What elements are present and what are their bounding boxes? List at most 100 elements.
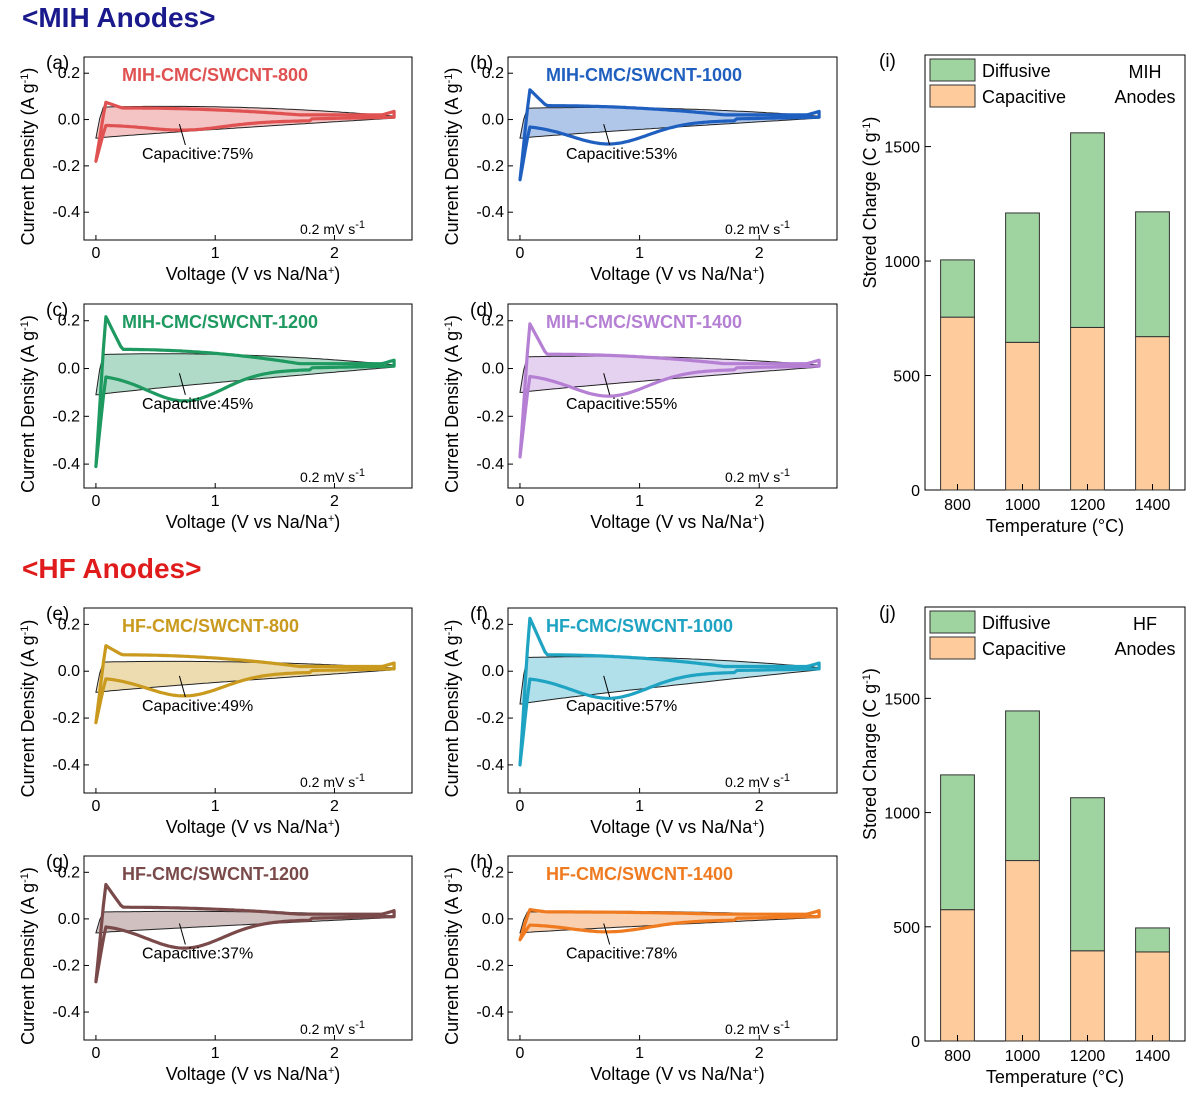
- bar-diffusive-1000: [1005, 212, 1040, 343]
- annotation-leader: [603, 124, 611, 146]
- cv-panel-b: 0.2 0.0 -0.2 -0.4 0 1 2 (b) MIH-CMC/SWCNT-1000 Ca…: [442, 53, 838, 284]
- y-tick-label: 500: [893, 920, 920, 937]
- cv-panel-c: 0.2 0.0 -0.2 -0.4 0 1 2 (c) MIH-CMC/SWCNT-1200 Ca…: [18, 300, 413, 532]
- bar-capacitive-1200: [1070, 950, 1105, 1042]
- y-tick-label: 0.2: [482, 313, 504, 330]
- x-axis-label: Voltage (V vs Na/Na+): [590, 264, 765, 284]
- bar-diffusive-1400: [1135, 211, 1170, 338]
- x-axis-label: Voltage (V vs Na/Na+): [590, 512, 765, 532]
- x-tick-label: 0: [91, 1045, 100, 1062]
- anodes-annotation-line1: MIH: [1129, 62, 1162, 82]
- mih-section-title: <MIH Anodes>: [22, 2, 216, 33]
- y-tick-label: -0.2: [52, 408, 80, 425]
- legend-label-capacitive: Capacitive: [982, 639, 1066, 659]
- x-tick-label: 2: [330, 1045, 339, 1062]
- capacitive-label: Capacitive:57%: [566, 698, 677, 715]
- plot-frame: [924, 606, 1186, 1042]
- plot-frame: [83, 855, 413, 1041]
- chart-title: HF-CMC/SWCNT-1200: [122, 864, 309, 884]
- panel-label: (d): [470, 300, 493, 321]
- x-tick-label: 1400: [1135, 497, 1171, 514]
- y-tick-label: -0.2: [476, 158, 504, 175]
- annotation-leader: [178, 373, 186, 395]
- y-tick-label: -0.4: [52, 757, 80, 774]
- capacitive-label: Capacitive:37%: [142, 945, 253, 962]
- capacitive-label: Capacitive:45%: [142, 396, 253, 413]
- x-tick-label: 1400: [1135, 1048, 1171, 1065]
- bar-diffusive-800: [940, 259, 975, 318]
- panel-label: (e): [46, 604, 69, 625]
- y-tick-label: -0.2: [476, 957, 504, 974]
- y-axis-label: Current Density (A g-1): [442, 315, 462, 493]
- cv-panel-g: 0.2 0.0 -0.2 -0.4 0 1 2 (g) HF-CMC/SWCNT-1200 Cap…: [18, 852, 413, 1084]
- x-axis-label: Voltage (V vs Na/Na+): [166, 264, 341, 284]
- bar-diffusive-1400: [1135, 927, 1170, 953]
- scan-rate-label: 0.2 mV s-1: [725, 219, 790, 237]
- bar-capacitive-1400: [1135, 336, 1170, 491]
- plot-frame: [507, 303, 838, 489]
- plot-frame: [924, 54, 1186, 491]
- chart-title: HF-CMC/SWCNT-1000: [546, 616, 733, 636]
- anodes-annotation-line1: HF: [1133, 614, 1157, 634]
- x-tick-label: 2: [755, 798, 764, 815]
- x-tick-label: 1000: [1005, 497, 1041, 514]
- annotation-leader: [603, 923, 611, 945]
- panel-label: (i): [879, 51, 896, 72]
- x-axis-label: Voltage (V vs Na/Na+): [166, 1064, 341, 1084]
- cv-panel-d: 0.2 0.0 -0.2 -0.4 0 1 2 (d) MIH-CMC/SWCNT-1400 Ca…: [442, 300, 838, 532]
- legend-swatch-diffusive: [929, 58, 976, 82]
- y-tick-label: 500: [893, 369, 920, 386]
- bar-capacitive-1000: [1005, 341, 1040, 491]
- legend-label-diffusive: Diffusive: [982, 613, 1051, 633]
- cv-curve: [94, 644, 396, 725]
- x-tick-label: 2: [755, 493, 764, 510]
- y-tick-label: 0: [911, 483, 920, 500]
- x-tick-label: 2: [330, 798, 339, 815]
- y-axis-label: Current Density (A g-1): [18, 315, 38, 493]
- x-tick-label: 1: [211, 798, 220, 815]
- y-tick-label: 0.2: [482, 616, 504, 633]
- cv-panel-h: 0.2 0.0 -0.2 -0.4 0 1 2 (h) HF-CMC/SWCNT-1400 Cap…: [442, 852, 838, 1084]
- cv-panel-e: 0.2 0.0 -0.2 -0.4 0 1 2 (e) HF-CMC/SWCNT-800 Capa…: [18, 604, 413, 837]
- scan-rate-label: 0.2 mV s-1: [300, 467, 365, 485]
- x-tick-label: 2: [755, 245, 764, 262]
- x-axis-label: Voltage (V vs Na/Na+): [590, 1064, 765, 1084]
- scan-rate-label: 0.2 mV s-1: [725, 467, 790, 485]
- capacitive-label: Capacitive:75%: [142, 146, 253, 163]
- cv-curve: [518, 322, 821, 459]
- scan-rate-label: 0.2 mV s-1: [725, 1019, 790, 1037]
- x-tick-label: 800: [944, 497, 971, 514]
- x-tick-label: 0: [516, 1045, 525, 1062]
- plot-frame: [83, 607, 413, 794]
- annotation-leader: [178, 923, 186, 945]
- panel-label: (g): [46, 852, 69, 873]
- y-tick-label: 0.2: [58, 65, 80, 82]
- x-tick-label: 0: [91, 798, 100, 815]
- capacitive-label: Capacitive:49%: [142, 698, 253, 715]
- x-tick-label: 1: [211, 1045, 220, 1062]
- bar-diffusive-1000: [1005, 710, 1040, 862]
- x-tick-label: 1000: [1005, 1048, 1041, 1065]
- annotation-leader: [603, 675, 611, 698]
- panel-label: (h): [470, 852, 493, 873]
- y-tick-label: -0.2: [52, 957, 80, 974]
- cv-curve: [94, 315, 396, 469]
- y-tick-label: 0: [911, 1034, 920, 1051]
- y-axis-label: Current Density (A g-1): [442, 620, 462, 798]
- panel-label: (f): [470, 604, 488, 625]
- y-tick-label: 0.0: [58, 911, 80, 928]
- y-tick-label: 0.0: [482, 112, 504, 129]
- y-axis-label: Current Density (A g-1): [442, 68, 462, 246]
- y-tick-label: -0.4: [476, 456, 504, 473]
- bar-panel-j: 0 500 1000 1500 800 1000 1200 1400 Diffusive Capa…: [860, 603, 1186, 1087]
- y-tick-label: 0.2: [58, 616, 80, 633]
- x-tick-label: 2: [755, 1045, 764, 1062]
- y-axis-label: Stored Charge (C g-1): [860, 668, 880, 840]
- legend-swatch-diffusive: [929, 610, 976, 634]
- panel-label: (b): [470, 53, 493, 74]
- y-tick-label: 0.0: [58, 361, 80, 378]
- capacitive-label: Capacitive:55%: [566, 396, 677, 413]
- bar-diffusive-1200: [1070, 132, 1105, 328]
- y-tick-label: 1500: [884, 140, 920, 157]
